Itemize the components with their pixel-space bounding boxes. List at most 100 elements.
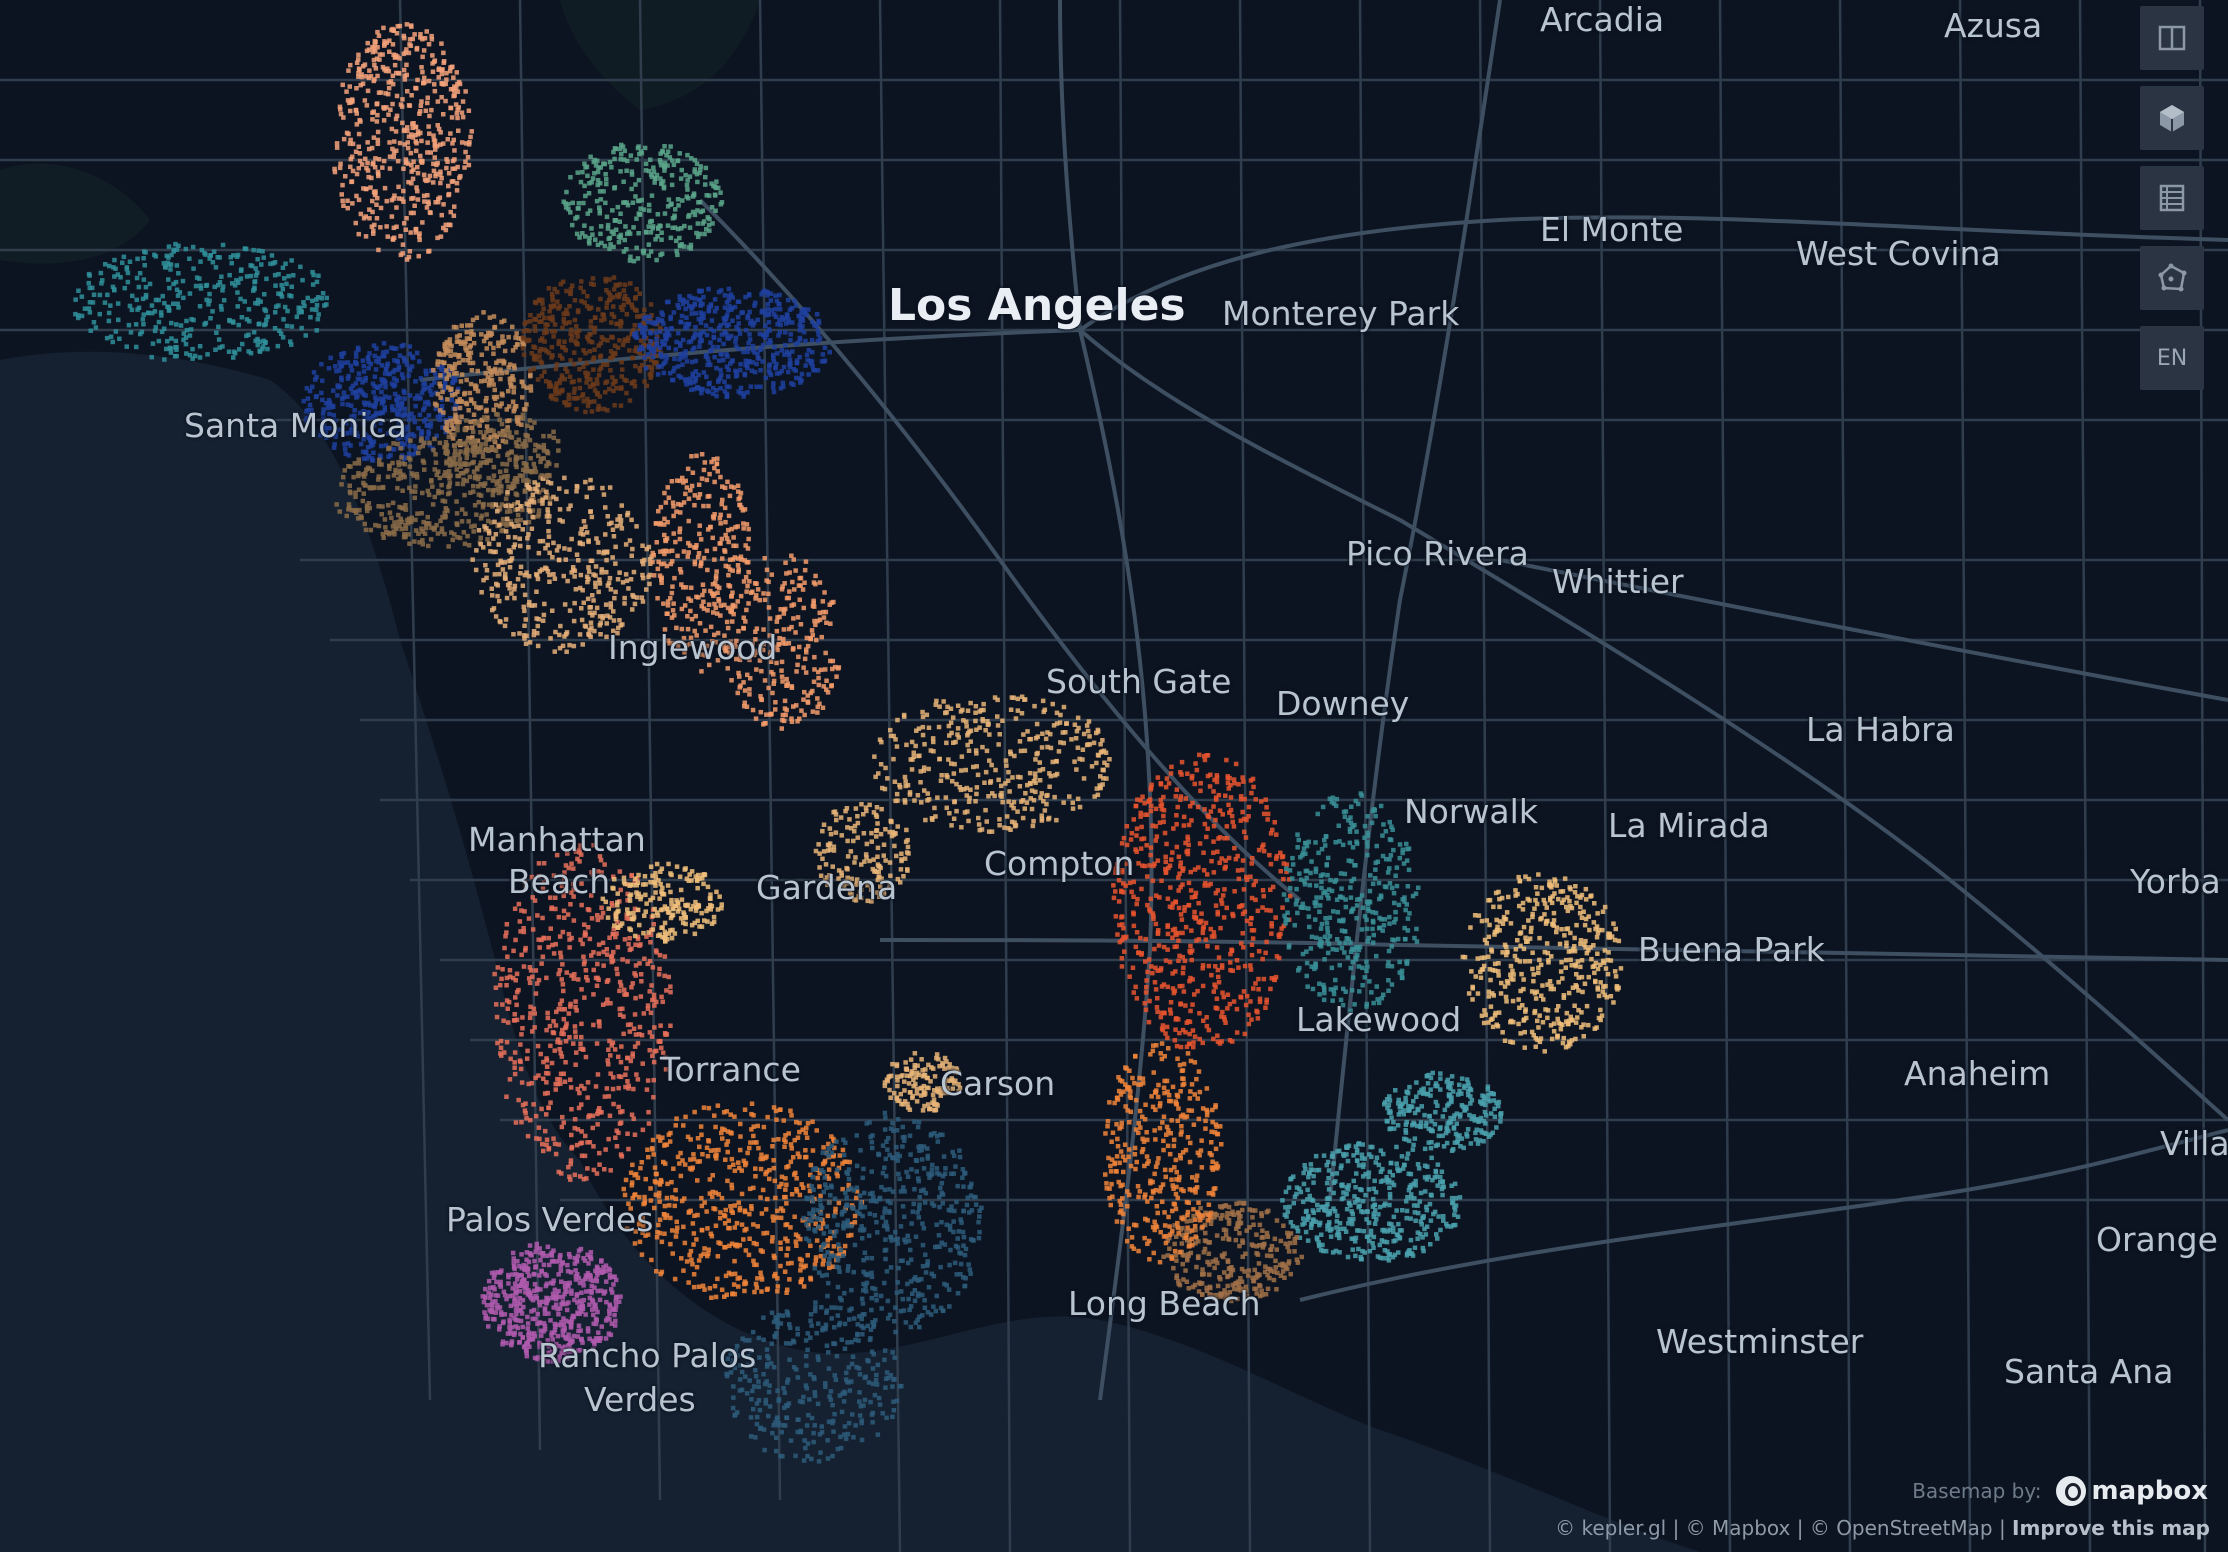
map-point — [401, 128, 407, 134]
map-point — [587, 384, 593, 389]
map-point — [516, 523, 521, 528]
map-point — [701, 599, 706, 604]
map-point — [466, 408, 471, 413]
map-point — [1139, 824, 1144, 830]
map-point — [378, 225, 383, 230]
point-cluster[interactable] — [431, 310, 534, 452]
map-point — [655, 596, 660, 601]
map-point — [226, 349, 232, 354]
point-cluster[interactable] — [631, 286, 832, 400]
map-point — [502, 560, 507, 565]
map-point — [1223, 793, 1228, 798]
map-point — [775, 647, 780, 653]
map-point — [569, 570, 574, 575]
map-point — [659, 310, 664, 315]
map-point — [445, 491, 451, 497]
map-point — [203, 252, 208, 257]
map-point — [575, 170, 580, 175]
map-point — [673, 539, 678, 545]
map-point — [242, 299, 247, 304]
map-point — [543, 546, 548, 551]
map-point — [425, 95, 430, 100]
map-point — [173, 338, 179, 344]
map-point — [737, 331, 743, 336]
point-cluster[interactable] — [722, 553, 842, 731]
map-point — [825, 690, 831, 695]
map-point — [461, 530, 467, 535]
map-point — [639, 330, 645, 335]
map-point — [1269, 921, 1274, 926]
map-point — [813, 573, 818, 579]
map-point — [536, 313, 542, 318]
map-point — [540, 297, 545, 303]
map-point — [376, 355, 381, 361]
map-point — [738, 554, 744, 559]
map-point — [550, 294, 555, 300]
map-point — [547, 579, 552, 584]
map-point — [750, 343, 756, 349]
map-point — [744, 363, 750, 368]
map-point — [748, 676, 753, 681]
point-cluster[interactable] — [470, 475, 654, 654]
point-cluster[interactable] — [301, 341, 462, 463]
map-point — [669, 173, 675, 178]
point-cluster[interactable] — [650, 452, 751, 674]
point-cluster[interactable] — [872, 694, 1112, 834]
map-point — [1200, 1040, 1205, 1046]
map-point — [437, 381, 442, 386]
map-point — [670, 158, 675, 163]
point-cluster[interactable] — [73, 241, 329, 362]
map-point — [590, 485, 595, 490]
map-point — [379, 462, 384, 467]
map-point — [471, 469, 477, 474]
map-point — [457, 419, 462, 425]
map-point — [717, 337, 722, 343]
map-point — [575, 342, 580, 347]
map-point — [342, 446, 348, 452]
map-point — [1234, 1006, 1240, 1012]
map-point — [771, 359, 777, 364]
map-point — [891, 733, 896, 739]
map-point — [650, 354, 656, 360]
map-point — [773, 707, 778, 712]
map-point — [623, 542, 629, 547]
map-point — [920, 732, 926, 738]
map-point — [605, 222, 611, 228]
map-point — [1031, 778, 1037, 784]
point-cluster[interactable] — [332, 22, 474, 262]
map-point — [578, 531, 583, 536]
map-point — [441, 410, 446, 415]
point-cluster[interactable] — [561, 142, 725, 264]
map-point — [949, 823, 954, 828]
map-point — [718, 351, 723, 357]
map-point — [376, 477, 381, 482]
map-point — [366, 410, 371, 415]
map-point — [370, 414, 376, 419]
map-point — [530, 508, 536, 513]
map-point — [385, 474, 391, 480]
map-point — [1039, 791, 1044, 796]
map-point — [817, 617, 823, 622]
map-point — [452, 352, 458, 357]
map-point — [343, 451, 348, 457]
map-point — [500, 340, 505, 345]
map-point — [537, 349, 542, 354]
map-point — [258, 299, 263, 304]
map-point — [823, 667, 828, 672]
map-point — [372, 353, 377, 359]
map-point — [440, 373, 446, 378]
map-point — [326, 397, 332, 403]
map-point — [743, 358, 748, 363]
map-point — [763, 721, 768, 726]
map-point — [1257, 996, 1263, 1002]
map-point — [984, 748, 990, 754]
map-point — [409, 471, 415, 476]
map-point — [693, 375, 699, 381]
point-cluster[interactable] — [1111, 752, 1293, 1050]
map-point — [1163, 870, 1169, 875]
map-point — [378, 396, 383, 401]
map-point — [595, 381, 600, 386]
map-point — [616, 239, 622, 245]
map-point — [783, 560, 788, 565]
